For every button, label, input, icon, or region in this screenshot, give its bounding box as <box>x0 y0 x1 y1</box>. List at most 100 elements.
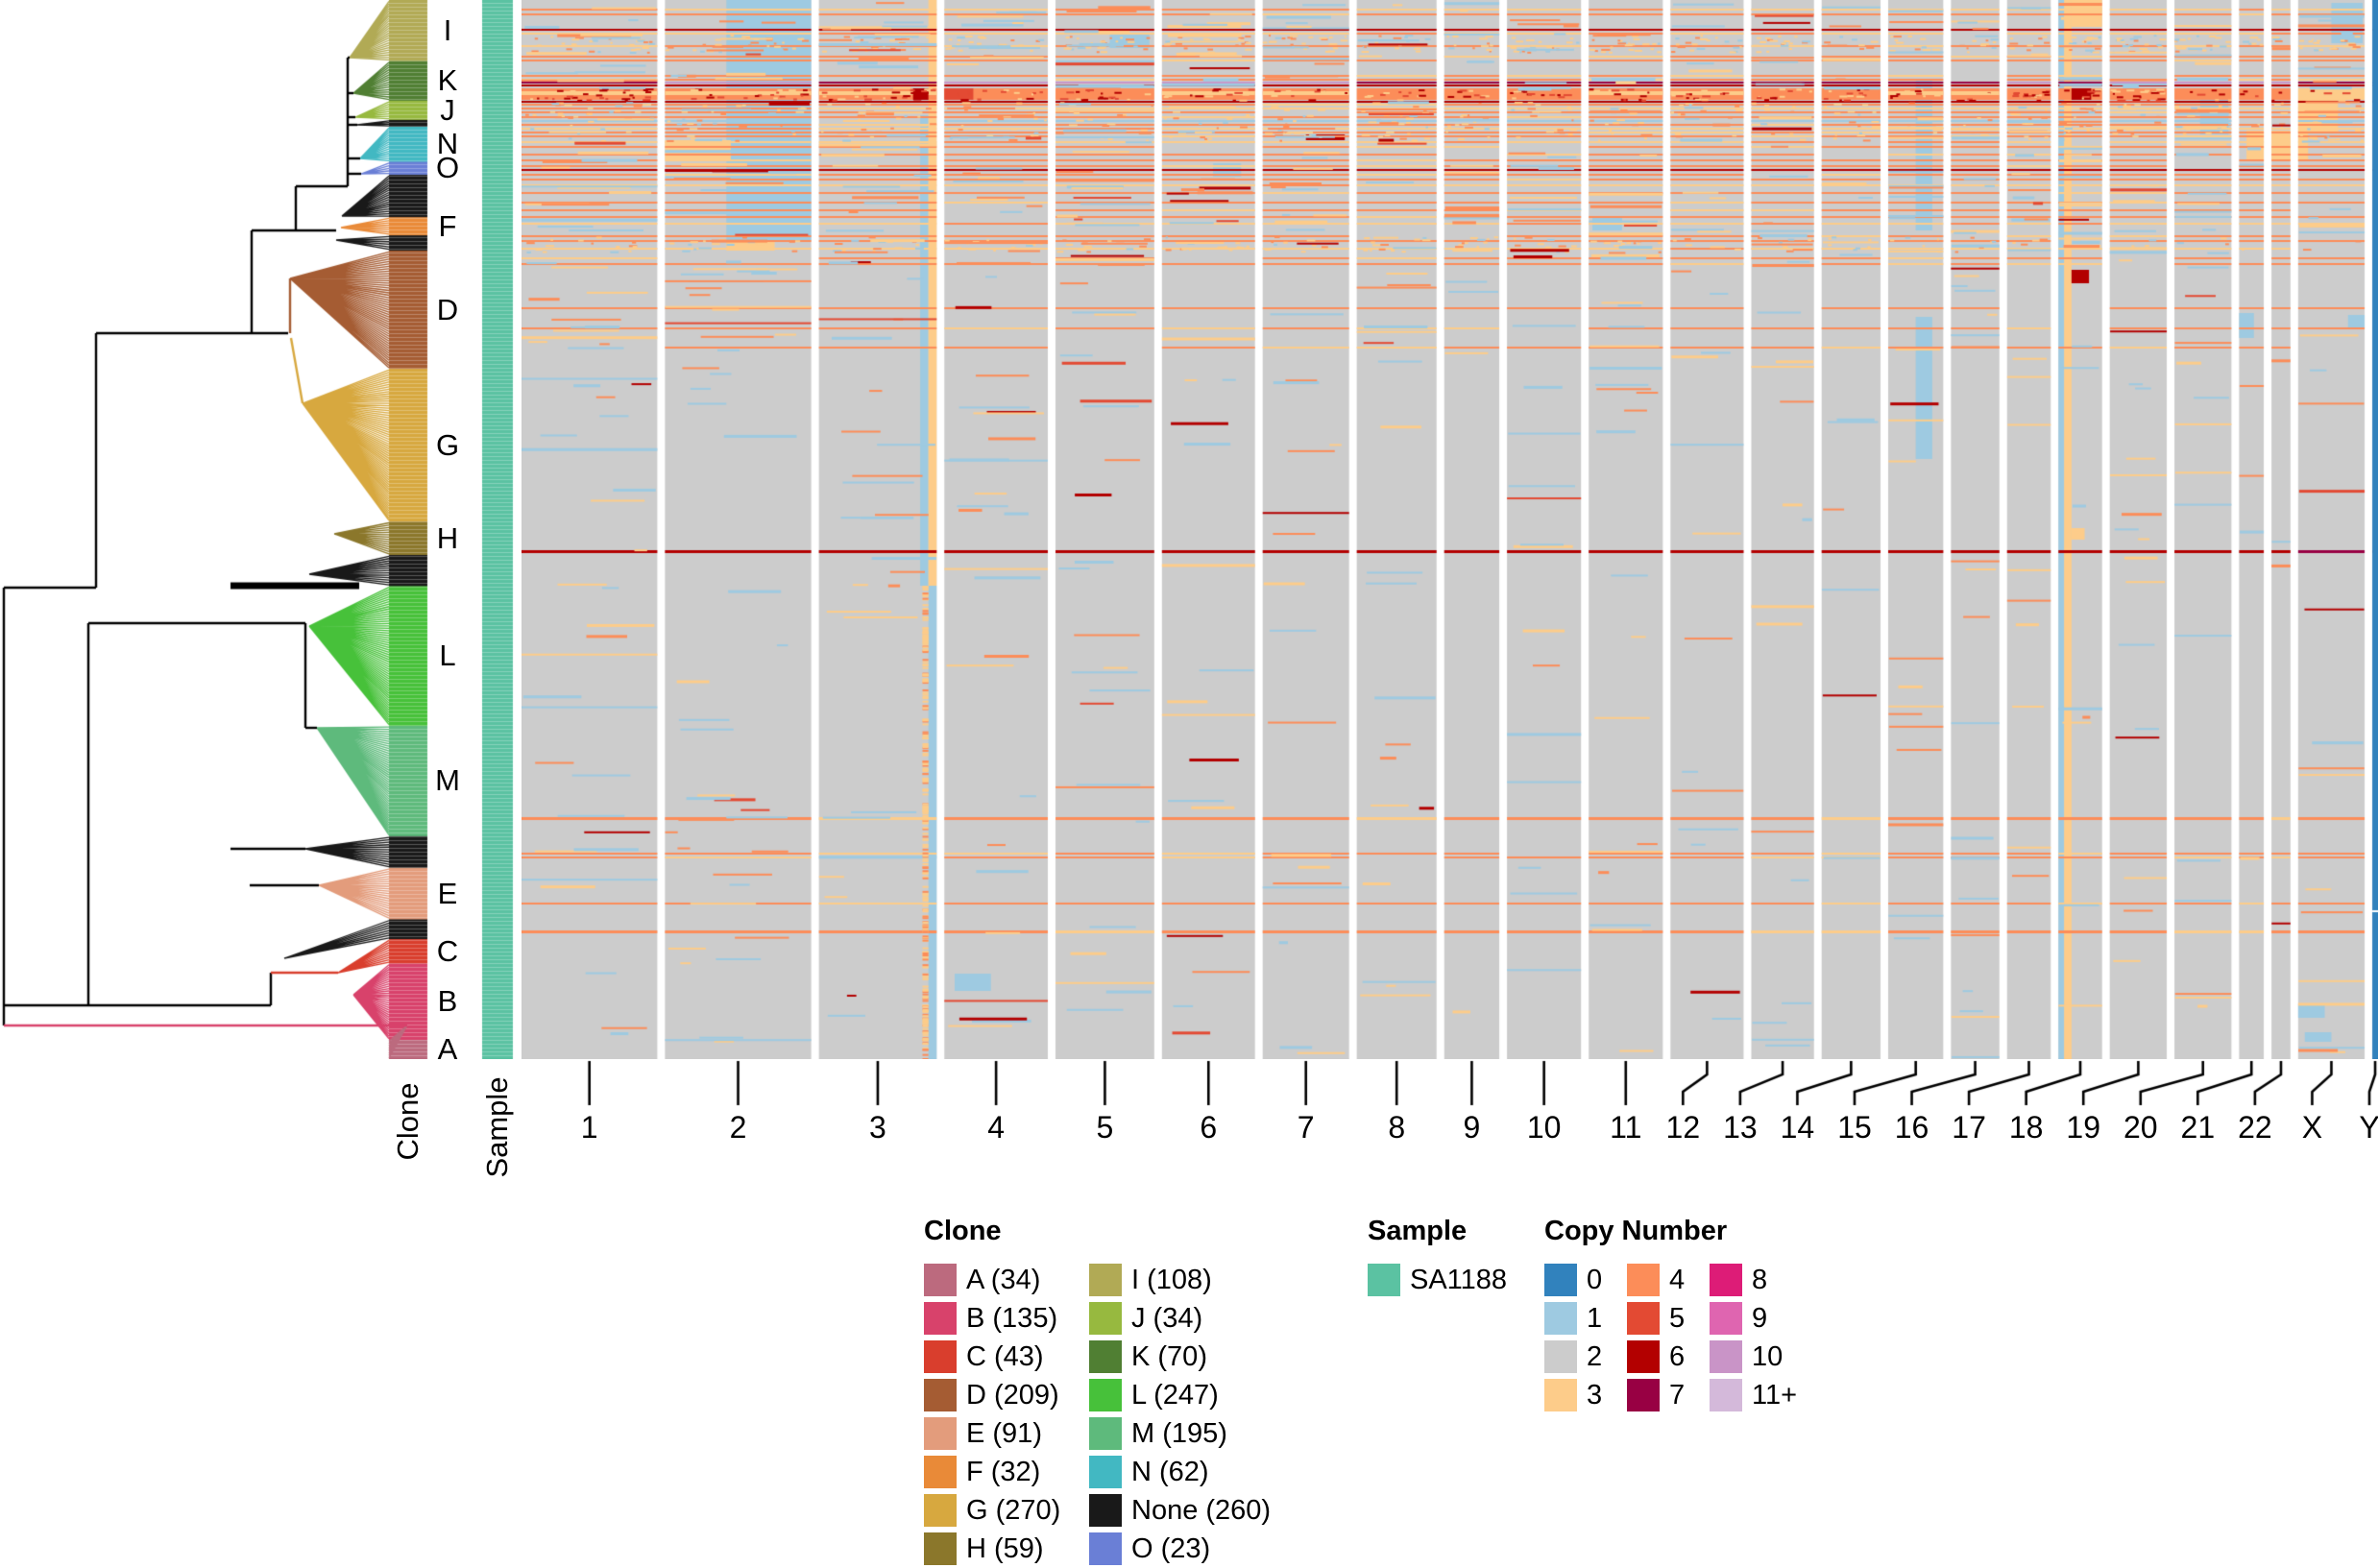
clone-legend-item-H-swatch <box>924 1532 957 1565</box>
clone-legend-item-D: D (209) <box>924 1376 1089 1414</box>
chromosome-axis-label-18: 18 <box>2008 1110 2044 1145</box>
clone-legend: Clone A (34) B (135) C (43) D (209) E (91) F … <box>924 1216 1271 1568</box>
clone-legend-item-M-swatch <box>1089 1417 1122 1450</box>
clone-legend-item-None-swatch <box>1089 1494 1122 1527</box>
clone-legend-item-N-swatch <box>1089 1456 1122 1488</box>
clone-legend-item-F: F (32) <box>924 1453 1089 1491</box>
chromosome-axis-label-17: 17 <box>1952 1110 1986 1145</box>
copy-number-legend-item-0: 0 <box>1544 1261 1627 1299</box>
chromosome-axis-label-14: 14 <box>1780 1110 1815 1145</box>
copy-number-legend-item-5-label: 5 <box>1669 1302 1686 1334</box>
clone-axis-label-L: L <box>439 639 456 673</box>
copy-number-legend-item-11+: 11+ <box>1710 1376 1797 1414</box>
copy-number-legend-column-1: 0 1 2 3 <box>1544 1261 1627 1414</box>
copy-number-legend-item-3-label: 3 <box>1587 1379 1603 1411</box>
chromosome-axis-label-15: 15 <box>1837 1110 1872 1145</box>
clone-legend-column-2: I (108) J (34) K (70) L (247) M (195) N (62) N… <box>1089 1261 1271 1568</box>
clone-legend-item-O-label: O (23) <box>1131 1532 1211 1564</box>
copy-number-legend: Copy Number 0 1 2 3 4 5 6 7 8 9 10 11+ <box>1544 1216 1797 1414</box>
clone-legend-item-B: B (135) <box>924 1299 1089 1338</box>
clone-legend-item-L-swatch <box>1089 1379 1122 1411</box>
clone-legend-item-K-swatch <box>1089 1340 1122 1373</box>
sample-legend-item-SA1188: SA1188 <box>1368 1261 1507 1299</box>
chromosome-axis-label-13: 13 <box>1723 1110 1758 1145</box>
clone-legend-item-J: J (34) <box>1089 1299 1254 1338</box>
copy-number-legend-item-0-swatch <box>1544 1264 1577 1296</box>
copy-number-legend-item-7: 7 <box>1627 1376 1710 1414</box>
clone-legend-item-H: H (59) <box>924 1530 1089 1568</box>
copy-number-heatmap-canvas <box>522 0 2378 1059</box>
clone-legend-item-D-label: D (209) <box>966 1379 1059 1411</box>
clone-legend-item-J-label: J (34) <box>1131 1302 1203 1334</box>
clone-legend-item-A-label: A (34) <box>966 1264 1041 1295</box>
chromosome-axis-label-9: 9 <box>1463 1110 1481 1145</box>
chromosome-axis-label-6: 6 <box>1200 1110 1218 1145</box>
clone-legend-item-F-swatch <box>924 1456 957 1488</box>
clone-legend-item-E-label: E (91) <box>966 1417 1042 1449</box>
clone-legend-item-O-swatch <box>1089 1532 1122 1565</box>
clone-legend-item-E-swatch <box>924 1417 957 1450</box>
clone-legend-item-I-swatch <box>1089 1264 1122 1296</box>
copy-number-legend-item-11+-swatch <box>1710 1379 1742 1411</box>
clone-legend-item-M: M (195) <box>1089 1414 1254 1453</box>
chromosome-axis-ticks-canvas <box>0 1059 2378 1117</box>
clone-legend-item-K-label: K (70) <box>1131 1340 1207 1372</box>
copy-number-legend-item-6-label: 6 <box>1669 1340 1686 1372</box>
copy-number-legend-item-4: 4 <box>1627 1261 1710 1299</box>
copy-number-legend-item-5: 5 <box>1627 1299 1710 1338</box>
clone-axis-label-J: J <box>440 92 455 127</box>
sample-legend-item-SA1188-label: SA1188 <box>1410 1264 1508 1295</box>
copy-number-legend-item-0-label: 0 <box>1587 1264 1603 1295</box>
clone-legend-item-C: C (43) <box>924 1338 1089 1376</box>
clone-legend-item-M-label: M (195) <box>1131 1417 1227 1449</box>
copy-number-legend-item-1-label: 1 <box>1587 1302 1603 1334</box>
clone-legend-item-G-label: G (270) <box>966 1494 1061 1526</box>
clone-legend-item-A-swatch <box>924 1264 957 1296</box>
sample-legend: Sample SA1188 <box>1368 1216 1507 1299</box>
copy-number-legend-item-11+-label: 11+ <box>1752 1379 1798 1411</box>
copy-number-legend-item-1: 1 <box>1544 1299 1627 1338</box>
clone-legend-item-F-label: F (32) <box>966 1456 1041 1487</box>
clone-legend-item-None-label: None (260) <box>1131 1494 1272 1526</box>
clone-legend-item-None: None (260) <box>1089 1491 1271 1530</box>
clone-legend-item-I: I (108) <box>1089 1261 1254 1299</box>
copy-number-legend-column-2: 4 5 6 7 <box>1627 1261 1710 1414</box>
copy-number-legend-item-1-swatch <box>1544 1302 1577 1335</box>
copy-number-legend-item-6: 6 <box>1627 1338 1710 1376</box>
chromosome-axis-label-12: 12 <box>1665 1110 1701 1145</box>
copy-number-legend-item-6-swatch <box>1627 1340 1660 1373</box>
clone-legend-item-H-label: H (59) <box>966 1532 1044 1564</box>
clone-axis-label-H: H <box>436 520 459 555</box>
clone-axis-label-A: A <box>437 1031 458 1066</box>
chromosome-axis-label-22: 22 <box>2238 1110 2272 1145</box>
clone-axis-label-B: B <box>437 984 458 1019</box>
clone-axis-label-K: K <box>437 63 458 98</box>
clone-legend-title: Clone <box>924 1216 1002 1246</box>
copy-number-legend-column-3: 8 9 10 11+ <box>1710 1261 1797 1414</box>
copy-number-legend-item-10-label: 10 <box>1752 1340 1784 1372</box>
chromosome-axis-label-4: 4 <box>987 1110 1006 1145</box>
copy-number-legend-item-10-swatch <box>1710 1340 1742 1373</box>
clone-legend-item-I-label: I (108) <box>1131 1264 1212 1295</box>
clone-legend-item-B-swatch <box>924 1302 957 1335</box>
chromosome-axis-label-19: 19 <box>2066 1110 2100 1145</box>
clone-legend-item-G: G (270) <box>924 1491 1089 1530</box>
copy-number-legend-item-2: 2 <box>1544 1338 1627 1376</box>
clone-legend-item-A: A (34) <box>924 1261 1089 1299</box>
chromosome-axis-label-7: 7 <box>1297 1110 1315 1145</box>
copy-number-legend-item-4-swatch <box>1627 1264 1660 1296</box>
copy-number-legend-item-5-swatch <box>1627 1302 1660 1335</box>
chromosome-axis-label-20: 20 <box>2123 1110 2158 1145</box>
copy-number-legend-item-3-swatch <box>1544 1379 1577 1411</box>
copy-number-legend-item-9-label: 9 <box>1752 1302 1768 1334</box>
clone-legend-item-O: O (23) <box>1089 1530 1254 1568</box>
clone-legend-item-C-label: C (43) <box>966 1340 1044 1372</box>
clone-legend-item-D-swatch <box>924 1379 957 1411</box>
copy-number-legend-item-8-swatch <box>1710 1264 1742 1296</box>
copy-number-legend-item-4-label: 4 <box>1669 1264 1686 1295</box>
chromosome-axis-label-10: 10 <box>1526 1110 1562 1145</box>
copy-number-legend-item-8-label: 8 <box>1752 1264 1768 1295</box>
chromosome-axis-label-2: 2 <box>729 1110 747 1145</box>
clone-axis-label-O: O <box>435 151 460 185</box>
